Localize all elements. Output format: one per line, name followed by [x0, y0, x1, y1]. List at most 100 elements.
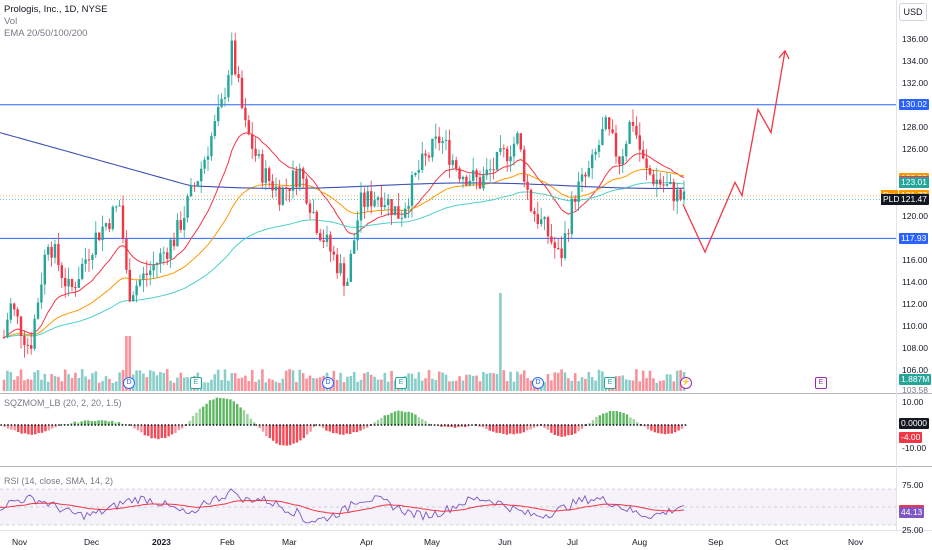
squeeze-dot	[359, 424, 362, 426]
volume-bar	[444, 374, 448, 391]
sqzmom-bar	[397, 410, 400, 425]
squeeze-dot	[150, 424, 153, 426]
squeeze-dot	[275, 424, 278, 426]
time-axis-label: Nov	[12, 537, 28, 547]
sqzmom-bar	[512, 425, 515, 435]
volume-bar	[29, 379, 33, 391]
squeeze-dot	[282, 424, 285, 426]
candle-body	[659, 179, 662, 185]
sqzmom-bar	[332, 425, 335, 434]
sqzmom-bar	[653, 425, 656, 433]
sqzmom-bar	[111, 420, 114, 425]
legend-ema[interactable]: EMA 20/50/100/200	[4, 28, 88, 39]
currency-button[interactable]: USD	[899, 3, 927, 21]
candle-body	[149, 270, 152, 275]
volume-bar	[142, 373, 145, 391]
squeeze-dot	[397, 424, 400, 426]
squeeze-dot	[564, 424, 566, 426]
volume-bar	[342, 382, 346, 391]
sqzmom-bar	[198, 408, 201, 425]
sqzmom-bar	[560, 425, 563, 437]
earnings-marker[interactable]: E	[604, 377, 616, 389]
sqzmom-bar	[602, 413, 605, 425]
sqzmom-bar	[3, 425, 6, 428]
sqzmom-bar	[366, 425, 369, 428]
candle-body	[502, 148, 505, 150]
earnings-marker[interactable]: E	[395, 377, 407, 389]
candle-body	[312, 211, 315, 213]
squeeze-dot	[322, 424, 324, 426]
candle-body	[444, 139, 448, 141]
dividend-marker[interactable]: D	[322, 377, 334, 389]
rsi-legend[interactable]: RSI (14, close, SMA, 14, 2)	[4, 476, 114, 486]
pane-separator[interactable]	[0, 466, 932, 467]
squeeze-dot	[684, 424, 687, 426]
candle-body	[33, 318, 36, 349]
sqzmom-bar	[526, 425, 529, 431]
candle-body	[162, 252, 165, 254]
squeeze-dot	[636, 424, 639, 426]
pane-separator[interactable]	[0, 393, 932, 394]
squeeze-dot	[253, 424, 256, 426]
candle-body	[60, 265, 63, 278]
squeeze-dot	[475, 424, 478, 426]
volume-bar	[291, 370, 295, 391]
volume-bar	[223, 369, 227, 391]
sqzmom-bar	[258, 425, 261, 429]
volume-bar	[635, 369, 638, 391]
squeeze-dot	[540, 424, 543, 426]
dividend-marker[interactable]: D	[123, 377, 135, 389]
candle-body	[431, 138, 434, 158]
candle-body	[240, 77, 244, 108]
candle-body	[380, 197, 383, 208]
sqzmom-bar	[147, 425, 150, 436]
volume-bar	[247, 381, 251, 391]
volume-bar	[298, 369, 302, 391]
candle-body	[577, 181, 580, 202]
candle-body	[540, 219, 543, 225]
sqzmom-bar	[632, 419, 635, 425]
squeeze-dot	[526, 424, 529, 426]
squeeze-dot	[219, 424, 222, 426]
price-axis-label: 110.00	[902, 321, 928, 331]
sqzmom-bar	[202, 406, 205, 425]
sqzmom-bar	[40, 425, 44, 433]
time-axis-label: Sep	[708, 537, 724, 547]
squeeze-dot	[660, 424, 663, 426]
squeeze-dot	[647, 424, 649, 426]
volume-bar	[410, 373, 414, 391]
candle-body	[523, 149, 526, 182]
squeeze-dot	[588, 424, 591, 426]
volume-bar	[516, 371, 519, 391]
earnings-marker[interactable]: E	[190, 377, 202, 389]
squeeze-dot	[143, 424, 146, 426]
legend-vol[interactable]: Vol	[4, 16, 18, 27]
symbol-title[interactable]: Prologis, Inc., 1D, NYSE	[4, 4, 108, 15]
sqzmom-bar	[625, 414, 629, 425]
squeeze-dot	[325, 424, 328, 426]
split-event-icon[interactable]: ⚡	[680, 377, 692, 389]
candle-body	[339, 263, 342, 274]
volume-bar	[172, 382, 176, 391]
squeeze-dot	[236, 424, 239, 426]
volume-bar	[519, 374, 523, 391]
volume-bar	[9, 372, 13, 391]
sqzmom-bar	[140, 425, 143, 433]
volume-bar	[74, 372, 77, 391]
squeeze-dot	[37, 424, 40, 426]
candle-body	[81, 263, 84, 280]
earnings-marker[interactable]: E	[815, 377, 827, 389]
candle-body	[329, 234, 332, 252]
sqzmom-bar	[588, 422, 591, 425]
sqzmom-legend[interactable]: SQZMOM_LB (20, 2, 20, 1.5)	[4, 398, 122, 408]
squeeze-dot	[377, 424, 379, 426]
candle-body	[189, 185, 193, 197]
volume-bar	[97, 382, 101, 391]
sqzmom-bar	[70, 422, 73, 425]
dividend-marker[interactable]: D	[532, 377, 544, 389]
squeeze-dot	[478, 424, 481, 426]
candle-body	[373, 200, 376, 207]
sqzmom-bar	[107, 421, 110, 425]
candle-body	[676, 189, 679, 202]
